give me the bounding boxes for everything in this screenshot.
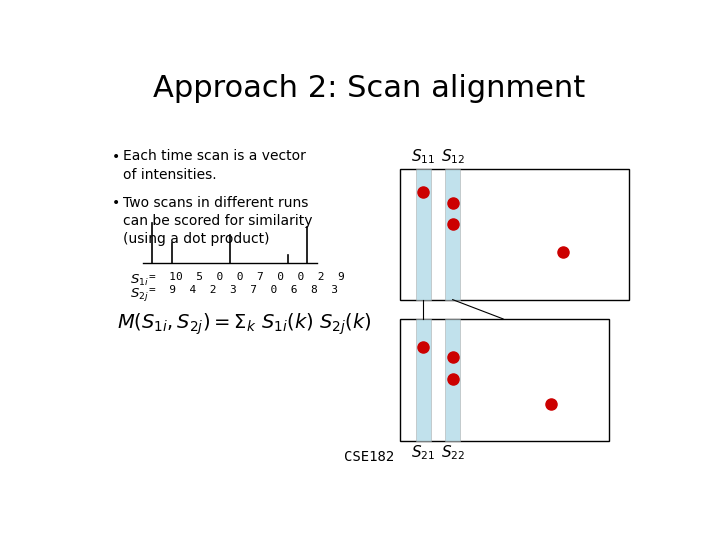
Text: CSE182: CSE182	[344, 450, 394, 464]
Text: •: •	[112, 195, 120, 210]
Text: $S_{2j}$: $S_{2j}$	[130, 286, 149, 303]
Text: =  10  5  0  0  7  0  0  2  9: = 10 5 0 0 7 0 0 2 9	[149, 272, 345, 282]
Text: $S_{11}$: $S_{11}$	[411, 147, 436, 166]
Bar	[400, 319, 609, 441]
Bar	[400, 168, 629, 300]
Text: $S_{22}$: $S_{22}$	[441, 444, 465, 462]
Text: $S_{1i}$: $S_{1i}$	[130, 273, 149, 288]
Text: Each time scan is a vector
of intensities.: Each time scan is a vector of intensitie…	[122, 150, 305, 182]
Bar	[415, 319, 431, 441]
Text: Two scans in different runs
can be scored for similarity
(using a dot product): Two scans in different runs can be score…	[122, 195, 312, 246]
Bar	[445, 168, 461, 300]
Bar	[445, 319, 461, 441]
Bar	[415, 168, 431, 300]
Text: Approach 2: Scan alignment: Approach 2: Scan alignment	[153, 74, 585, 103]
Text: =  9  4  2  3  7  0  6  8  3: = 9 4 2 3 7 0 6 8 3	[149, 285, 338, 295]
Text: •: •	[112, 150, 120, 164]
Text: $S_{12}$: $S_{12}$	[441, 147, 465, 166]
Text: $S_{21}$: $S_{21}$	[411, 444, 436, 462]
Text: $M(S_{1i},S_{2j}) = \Sigma_k\ S_{1i}(k)\ S_{2j}(k)$: $M(S_{1i},S_{2j}) = \Sigma_k\ S_{1i}(k)\…	[117, 311, 372, 337]
